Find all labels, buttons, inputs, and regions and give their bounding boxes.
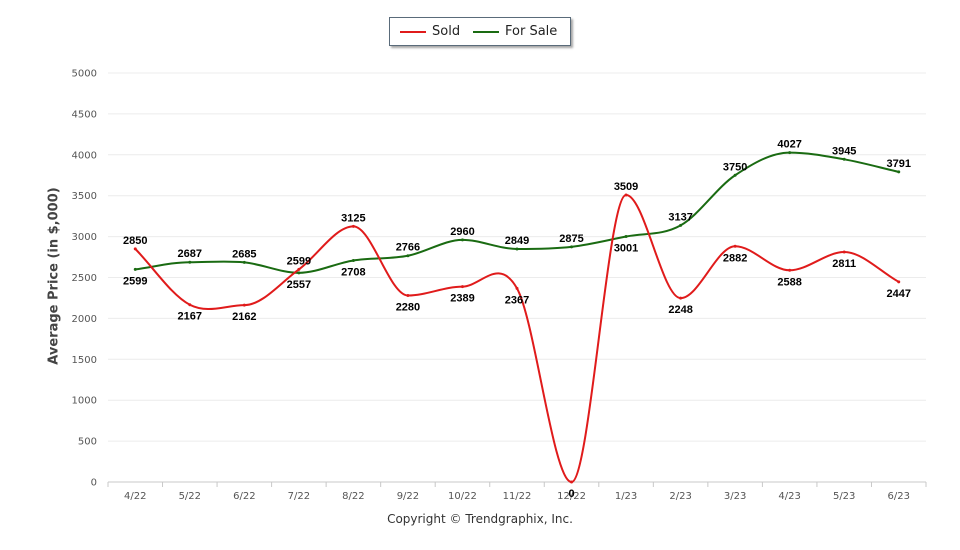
legend-label-for-sale: For Sale xyxy=(505,24,558,39)
data-label-for-sale: 3137 xyxy=(668,211,692,223)
data-point-sold xyxy=(842,250,846,254)
y-tick-label: 500 xyxy=(78,437,97,448)
data-label-sold: 2248 xyxy=(668,304,692,316)
y-tick-label: 3500 xyxy=(72,191,97,202)
y-tick-label: 0 xyxy=(91,478,97,489)
data-label-for-sale: 3791 xyxy=(886,158,910,170)
data-label-for-sale: 2766 xyxy=(396,242,420,254)
data-label-for-sale: 2875 xyxy=(559,233,583,245)
data-point-sold xyxy=(297,267,301,271)
data-label-for-sale: 3750 xyxy=(723,161,747,173)
copyright-footer: Copyright © Trendgraphix, Inc. xyxy=(387,512,573,526)
x-tick-label: 11/22 xyxy=(503,491,532,502)
data-label-for-sale: 2685 xyxy=(232,248,256,260)
data-label-for-sale: 2687 xyxy=(178,248,202,260)
x-tick-label: 12/22 xyxy=(557,491,586,502)
y-tick-label: 5000 xyxy=(72,69,97,80)
data-label-for-sale: 2849 xyxy=(505,235,529,247)
data-label-sold: 2811 xyxy=(832,258,856,270)
data-label-sold: 2167 xyxy=(178,311,202,323)
x-tick-label: 6/22 xyxy=(233,491,255,502)
x-tick-label: 2/23 xyxy=(669,491,691,502)
data-label-sold: 3125 xyxy=(341,212,365,224)
legend-swatch-for-sale xyxy=(473,30,499,33)
y-tick-label: 3000 xyxy=(72,232,97,243)
y-tick-label: 4000 xyxy=(72,150,97,161)
series-line-sold xyxy=(134,193,900,484)
data-point-sold xyxy=(406,293,410,297)
data-point-sold xyxy=(570,480,574,484)
y-tick-label: 1500 xyxy=(72,355,97,366)
data-point-for-sale xyxy=(788,151,792,155)
data-label-sold: 2447 xyxy=(886,288,910,300)
data-point-for-sale xyxy=(733,173,737,177)
data-point-sold xyxy=(733,244,737,248)
y-tick-label: 1000 xyxy=(72,396,97,407)
data-label-sold: 2367 xyxy=(505,294,529,306)
x-tick-label: 10/22 xyxy=(448,491,477,502)
data-point-sold xyxy=(897,280,901,284)
data-point-for-sale xyxy=(624,235,628,239)
data-point-for-sale xyxy=(406,254,410,258)
data-point-for-sale xyxy=(842,157,846,161)
x-tick-label: 6/23 xyxy=(887,491,909,502)
x-tick-label: 4/22 xyxy=(124,491,146,502)
data-point-sold xyxy=(460,285,464,289)
data-point-for-sale xyxy=(242,260,246,264)
data-label-sold: 2599 xyxy=(287,255,311,267)
data-label-sold: 2162 xyxy=(232,311,256,323)
data-point-sold xyxy=(515,286,519,290)
legend-swatch-sold xyxy=(400,30,426,33)
data-label-for-sale: 3945 xyxy=(832,145,856,157)
data-label-for-sale: 3001 xyxy=(614,243,638,255)
data-point-for-sale xyxy=(679,223,683,227)
data-point-sold xyxy=(133,247,137,251)
x-tick-label: 8/22 xyxy=(342,491,364,502)
data-label-sold: 3509 xyxy=(614,181,638,193)
data-label-sold: 2882 xyxy=(723,252,747,264)
legend: Sold For Sale xyxy=(389,17,571,46)
data-label-sold: 2389 xyxy=(450,293,474,305)
data-label-sold: 2280 xyxy=(396,301,420,313)
data-point-for-sale xyxy=(351,258,355,262)
x-tick-label: 9/22 xyxy=(397,491,419,502)
data-label-for-sale: 2557 xyxy=(287,279,311,291)
data-label-for-sale: 4027 xyxy=(777,139,801,151)
y-tick-label: 4500 xyxy=(72,109,97,120)
data-point-for-sale xyxy=(515,247,519,251)
data-point-sold xyxy=(624,193,628,197)
data-point-for-sale xyxy=(188,260,192,264)
data-point-sold xyxy=(788,268,792,272)
legend-item-sold[interactable]: Sold xyxy=(400,18,460,45)
x-tick-label: 5/22 xyxy=(179,491,201,502)
data-label-for-sale: 2960 xyxy=(450,226,474,238)
x-tick-label: 5/23 xyxy=(833,491,855,502)
data-point-sold xyxy=(679,296,683,300)
x-tick-label: 7/22 xyxy=(288,491,310,502)
legend-label-sold: Sold xyxy=(432,24,461,39)
data-point-for-sale xyxy=(297,271,301,275)
data-label-for-sale: 2599 xyxy=(123,275,147,287)
data-point-sold xyxy=(188,303,192,307)
y-tick-label: 2500 xyxy=(72,273,97,284)
data-point-for-sale xyxy=(460,238,464,242)
data-point-sold xyxy=(242,303,246,307)
data-label-for-sale: 2708 xyxy=(341,266,365,278)
data-label-sold: 0 xyxy=(568,488,574,500)
x-tick-label: 1/23 xyxy=(615,491,637,502)
y-tick-label: 2000 xyxy=(72,314,97,325)
data-label-sold: 2850 xyxy=(123,235,147,247)
x-tick-label: 4/23 xyxy=(778,491,800,502)
x-tick-label: 3/23 xyxy=(724,491,746,502)
data-point-for-sale xyxy=(133,267,137,271)
data-point-for-sale xyxy=(897,170,901,174)
legend-item-for-sale[interactable]: For Sale xyxy=(473,18,557,45)
data-point-sold xyxy=(351,224,355,228)
data-label-sold: 2588 xyxy=(777,276,801,288)
y-axis-label: Average Price (in $,000) xyxy=(46,187,62,365)
data-point-for-sale xyxy=(570,245,574,249)
